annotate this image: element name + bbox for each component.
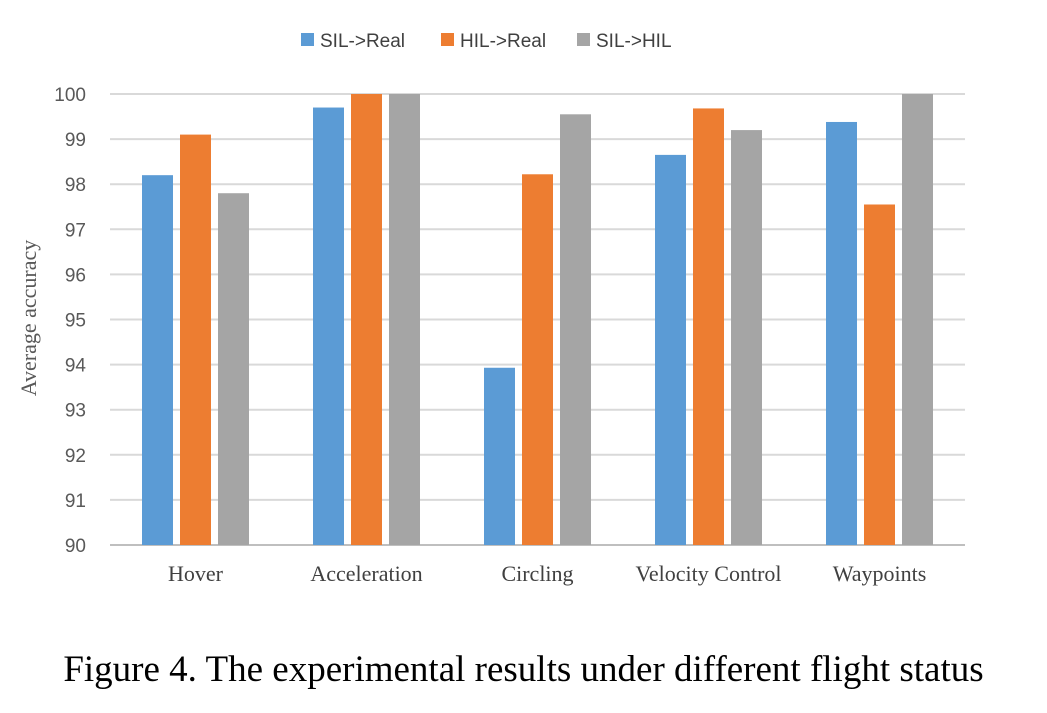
legend-swatch <box>301 33 314 46</box>
y-tick-label: 97 <box>65 220 86 241</box>
bar-sil-real-velocity-control <box>655 154 686 545</box>
legend-swatch <box>577 33 590 46</box>
bar-sil-hil-velocity-control <box>731 130 762 545</box>
bar-hil-real-acceleration <box>351 94 382 545</box>
y-tick-label: 100 <box>54 85 86 106</box>
y-tick-label: 92 <box>65 446 86 467</box>
y-axis-ticks: 90 91 92 93 94 95 96 97 98 99 100 <box>54 85 86 557</box>
bar-sil-hil-waypoints <box>902 94 933 545</box>
legend-label: SIL->Real <box>320 31 405 52</box>
x-category-label: Circling <box>501 561 573 586</box>
bar-hil-real-hover <box>180 134 211 545</box>
chart-legend: SIL->Real HIL->Real SIL->HIL <box>301 31 672 52</box>
y-tick-label: 96 <box>65 265 86 286</box>
legend-swatch <box>441 33 454 46</box>
x-axis-labels: Hover Acceleration Circling Velocity Contro… <box>168 561 926 586</box>
y-tick-label: 94 <box>65 356 87 377</box>
y-tick-label: 93 <box>65 401 86 422</box>
bar-hil-real-velocity-control <box>693 108 724 545</box>
bar-sil-real-waypoints <box>826 121 857 545</box>
bar-sil-hil-circling <box>560 114 591 546</box>
y-tick-label: 99 <box>65 130 86 151</box>
bar-sil-real-circling <box>484 367 515 545</box>
bar-sil-hil-hover <box>218 193 249 545</box>
bar-chart: SIL->Real HIL->Real SIL->HIL 9091929394959… <box>16 31 965 586</box>
bar-hil-real-waypoints <box>864 204 895 545</box>
bar-sil-hil-acceleration <box>389 94 420 545</box>
x-category-label: Hover <box>168 561 224 586</box>
legend-label: HIL->Real <box>460 31 546 52</box>
bar-sil-real-hover <box>142 175 173 545</box>
y-tick-label: 90 <box>65 536 86 557</box>
bars <box>142 94 933 546</box>
y-tick-label: 91 <box>65 491 86 512</box>
x-category-label: Velocity Control <box>635 561 781 586</box>
bar-sil-real-acceleration <box>313 107 344 545</box>
x-category-label: Waypoints <box>833 561 927 586</box>
legend-label: SIL->HIL <box>596 31 672 52</box>
y-tick-label: 95 <box>65 311 86 332</box>
x-category-label: Acceleration <box>310 561 422 586</box>
bar-hil-real-circling <box>522 174 553 545</box>
y-tick-label: 98 <box>65 175 86 196</box>
y-axis-title: Average accuracy <box>16 240 41 397</box>
figure-caption: Figure 4. The experimental results under… <box>63 649 984 690</box>
